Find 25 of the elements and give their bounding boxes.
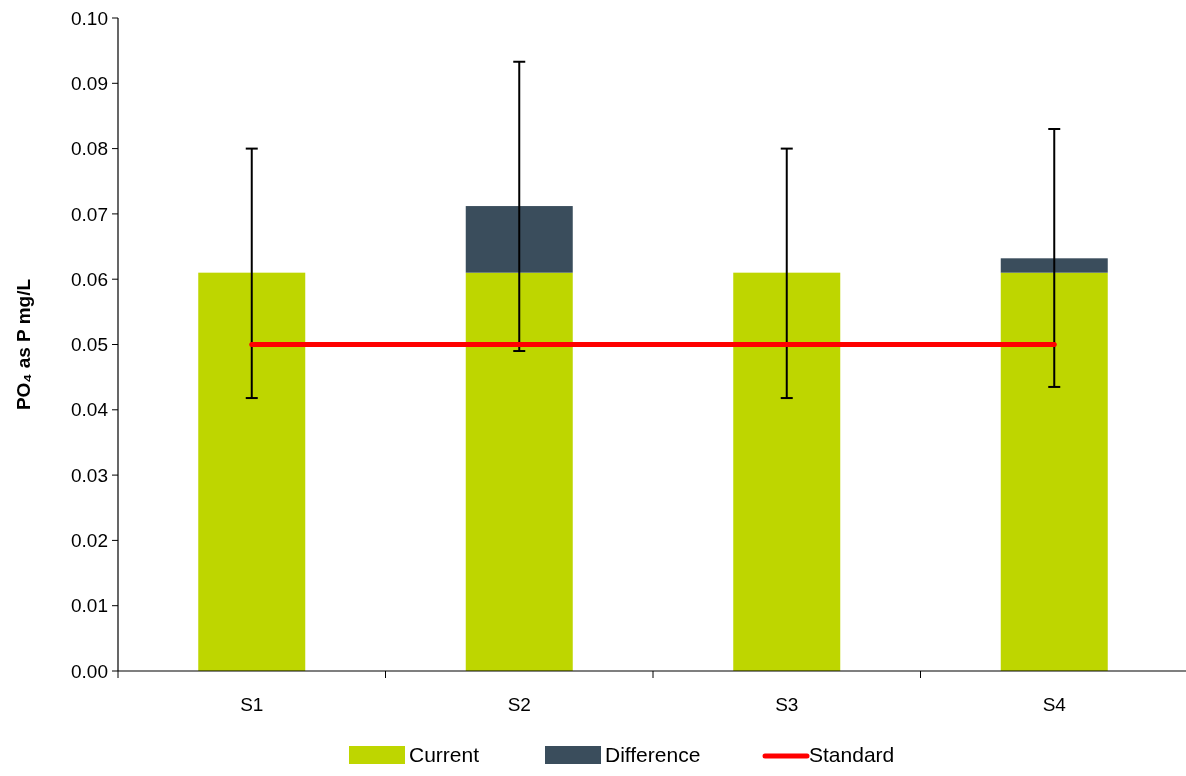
- bar: [733, 272, 841, 671]
- bar: [465, 206, 573, 273]
- y-tick-label: 0.04: [71, 399, 109, 421]
- y-tick-label: 0.10: [71, 7, 108, 29]
- y-tick-label: 0.07: [71, 203, 108, 225]
- bar: [198, 272, 306, 671]
- y-axis-title: PO₄ as P mg/L: [13, 278, 34, 411]
- x-tick-label: S3: [775, 694, 799, 715]
- y-tick-label: 0.00: [71, 660, 108, 682]
- y-tick-label: 0.06: [71, 268, 108, 290]
- y-tick-label: 0.05: [71, 334, 108, 356]
- y-tick-label: 0.08: [71, 138, 108, 160]
- x-tick-label: S1: [240, 694, 264, 715]
- y-tick-label: 0.02: [71, 530, 108, 552]
- legend-label: Current: [409, 743, 480, 766]
- y-tick-label: 0.01: [71, 595, 108, 617]
- bar: [465, 272, 573, 671]
- x-tick-label: S2: [507, 694, 531, 715]
- y-tick-label: 0.03: [71, 464, 108, 486]
- bar: [1000, 258, 1108, 273]
- legend-label: Difference: [605, 743, 701, 766]
- bar: [1000, 272, 1108, 671]
- x-tick-label: S4: [1042, 694, 1067, 715]
- y-tick-label: 0.09: [71, 72, 108, 94]
- legend-label: Standard: [809, 743, 895, 766]
